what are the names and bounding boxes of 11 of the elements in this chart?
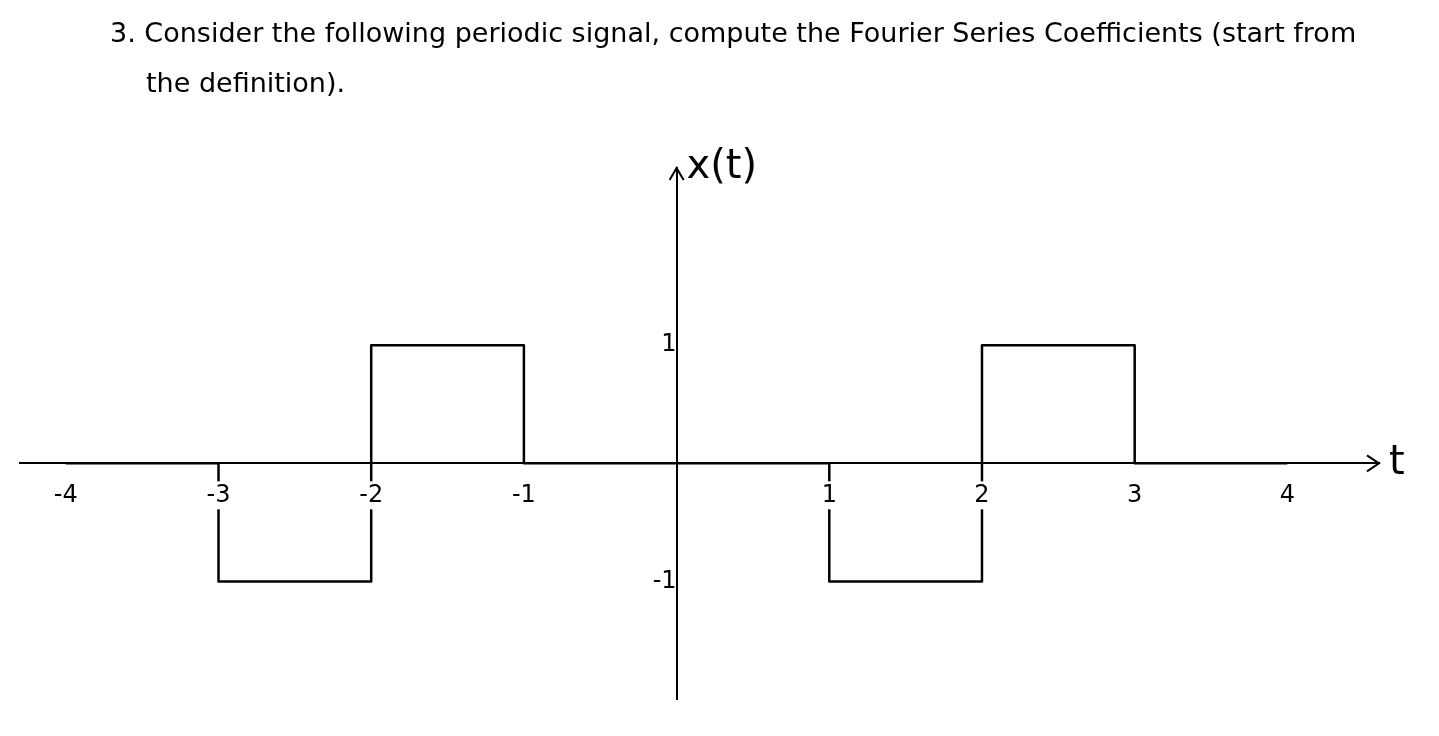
x-tick-label: 2: [974, 479, 990, 508]
x-tick-label: -1: [511, 479, 536, 508]
x-tick-label: 4: [1279, 479, 1296, 508]
x-tick-label: 3: [1127, 479, 1143, 508]
x-tick-label: 1: [821, 479, 837, 508]
x-tick-label: -3: [206, 479, 231, 508]
x-tick-label: -4: [53, 479, 78, 508]
chart-title: 3. Consider the following periodic signal, compute the Fourier Series Coefficients (start from the definition).: [110, 16, 1358, 100]
x-tick-label: -2: [359, 479, 384, 508]
y-axis-title: x(t): [686, 141, 758, 188]
x-axis-title: t: [1389, 436, 1405, 483]
